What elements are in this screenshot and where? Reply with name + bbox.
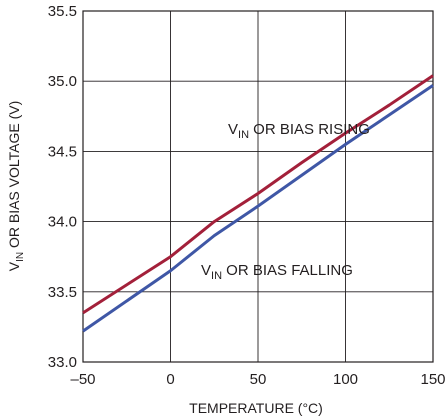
y-tick-label: 33.5 [48, 284, 77, 301]
series-line-rising [82, 74, 434, 315]
x-tick-label: 150 [420, 371, 445, 388]
x-tick-labels: –50 0 50 100 150 [70, 371, 445, 388]
x-tick-label: 100 [333, 371, 358, 388]
y-tick-label: 34.5 [48, 143, 77, 160]
y-axis-title: VIN OR BIAS VOLTAGE (V) [6, 101, 26, 272]
series-layer [82, 74, 434, 333]
y-tick-label: 33.0 [48, 354, 77, 371]
plot-frame [82, 10, 434, 363]
series-label-rising: VIN OR BIAS RISING [228, 121, 370, 141]
x-axis-title: TEMPERATURE (°C) [189, 400, 323, 416]
y-tick-label: 35.0 [48, 73, 77, 90]
series-line-falling [82, 84, 434, 333]
x-tick-label: 0 [166, 371, 174, 388]
y-tick-label: 34.0 [48, 214, 77, 231]
y-tick-label: 35.5 [48, 3, 77, 20]
x-tick-label: –50 [70, 371, 95, 388]
y-tick-labels: 33.0 33.5 34.0 34.5 35.0 35.5 [48, 3, 77, 371]
grid [82, 10, 434, 363]
x-tick-label: 50 [250, 371, 267, 388]
series-label-falling: VIN OR BIAS FALLING [201, 262, 353, 282]
